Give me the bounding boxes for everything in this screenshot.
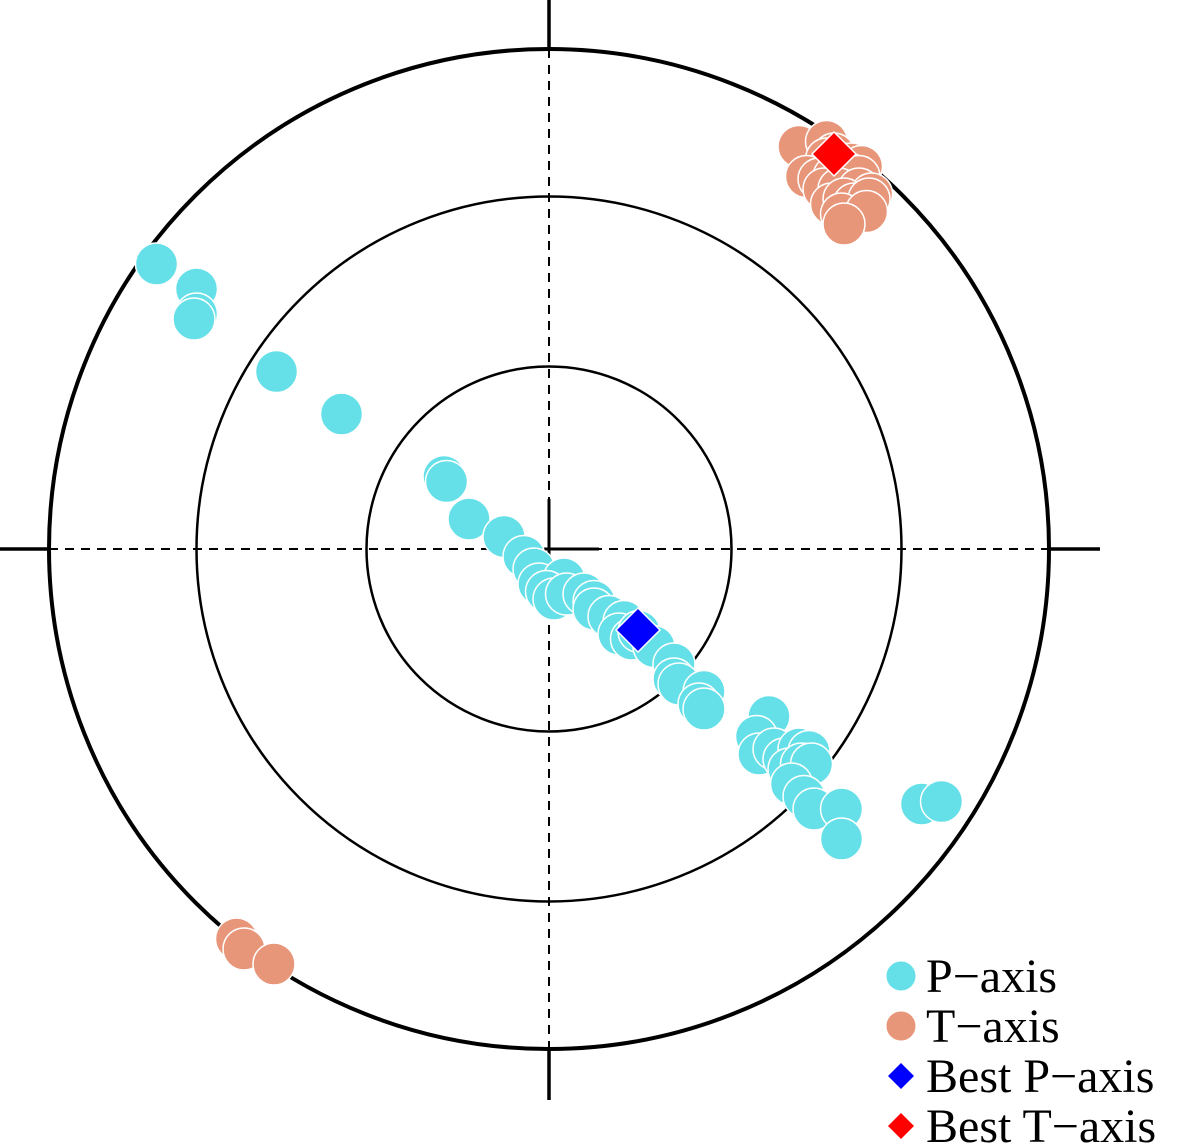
legend-best-p-axis-label: Best P−axis: [926, 1050, 1154, 1103]
legend-t-axis-swatch: [885, 1010, 917, 1042]
p-axis-point: [319, 392, 364, 436]
data-marks: [134, 119, 964, 986]
t-axis-point: [252, 942, 296, 986]
p-axis-point: [172, 297, 216, 341]
p-axis-point: [919, 779, 964, 824]
t-axis-point: [822, 202, 866, 246]
legend-t-axis-label: T−axis: [926, 1000, 1060, 1053]
legend-best-t-axis-label: Best T−axis: [926, 1100, 1156, 1146]
best-p-axis-marker: [614, 606, 662, 654]
p-axis-point: [254, 349, 299, 394]
p-axis-point: [819, 817, 864, 861]
inner-ring-2: [195, 195, 903, 903]
stereonet-frame: [0, 0, 1100, 1100]
legend-best-p-axis-swatch: [888, 1063, 914, 1089]
p-axis-point: [134, 242, 179, 286]
p-axis-point: [682, 687, 726, 731]
legend-p-axis-label: P−axis: [926, 950, 1057, 1003]
inner-ring-1: [365, 365, 733, 733]
p-axis-point: [447, 497, 491, 541]
p-axis-point: [424, 459, 469, 504]
legend-p-axis-swatch: [885, 960, 917, 992]
legend-best-t-axis-swatch: [888, 1113, 914, 1139]
best-t-axis-marker: [810, 130, 858, 178]
